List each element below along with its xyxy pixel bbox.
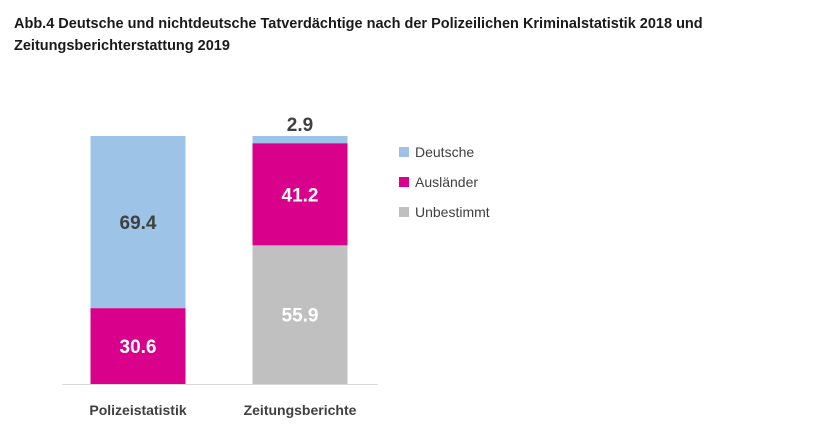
- legend-label-deutsche: Deutsche: [415, 144, 474, 160]
- data-label-zeitungsberichte-deutsche: 2.9: [287, 115, 313, 136]
- data-label-zeitungsberichte-unbestimmt: 55.9: [282, 306, 319, 327]
- legend-swatch-deutsche: [399, 147, 409, 157]
- category-label-zeitungsberichte: Zeitungsberichte: [244, 402, 357, 418]
- legend-swatch-auslander: [399, 177, 409, 187]
- legend-swatch-unbestimmt: [399, 207, 409, 217]
- data-label-zeitungsberichte-auslander: 41.2: [282, 185, 319, 206]
- data-label-polizeistatistik-auslander: 30.6: [120, 337, 157, 358]
- legend-label-unbestimmt: Unbestimmt: [415, 204, 490, 220]
- bar-zeitungsberichte-deutsche: [252, 136, 348, 144]
- legend-label-auslander: Ausländer: [415, 174, 478, 190]
- bar-zeitungsberichte-auslander: [252, 143, 348, 246]
- bar-polizeistatistik-auslander: [90, 308, 186, 384]
- chart-title: Abb.4 Deutsche und nichtdeutsche Tatverd…: [14, 16, 703, 54]
- category-label-polizeistatistik: Polizeistatistik: [89, 402, 186, 418]
- data-label-polizeistatistik-deutsche: 69.4: [120, 213, 157, 234]
- bar-polizeistatistik-deutsche: [90, 136, 186, 309]
- bar-zeitungsberichte-unbestimmt: [252, 245, 348, 384]
